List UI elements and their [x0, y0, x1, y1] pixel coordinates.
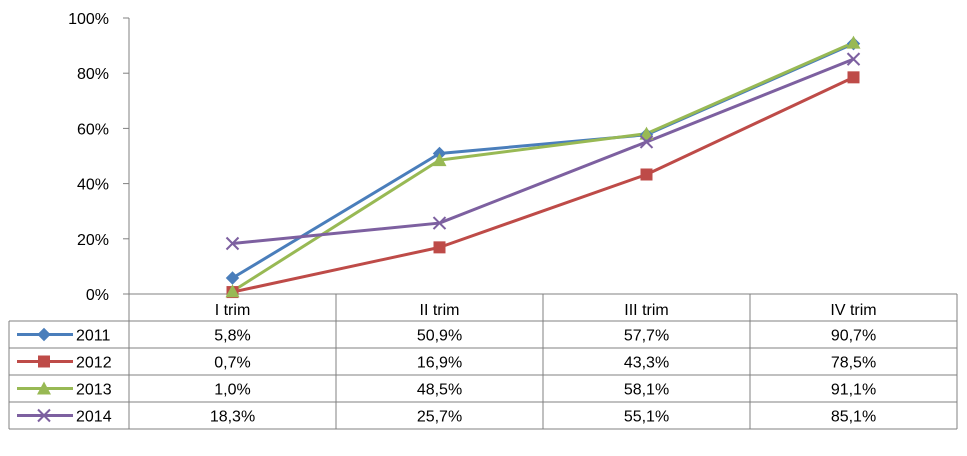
data-point-2012: [433, 241, 446, 254]
legend-label-2011: 2011: [76, 328, 111, 345]
y-tick-label: 80%: [77, 66, 109, 83]
data-point-2011: [225, 271, 240, 285]
series-line-2011: [231, 42, 855, 280]
data-point-2014: [639, 135, 654, 149]
data-point-2013: [639, 126, 654, 140]
table-cell-value: 50,9%: [417, 328, 462, 345]
series-lines: [231, 41, 855, 294]
table-cell-value: 25,7%: [417, 409, 462, 426]
data-point-2013: [225, 284, 240, 298]
table-cell-value: 91,1%: [831, 382, 876, 399]
legend-label-2012: 2012: [76, 355, 112, 372]
y-axis-ticks: 0% 20% 40% 60% 80% 100%: [68, 11, 129, 304]
legend-key-marker-2011: [37, 327, 51, 342]
data-point-2013: [846, 35, 861, 49]
y-tick-label: 20%: [77, 232, 109, 249]
data-table: I trim II trim III trim IV trim 2011 5,8% 50,9…: [8, 293, 958, 430]
table-cell-value: 48,5%: [417, 382, 462, 399]
data-point-2014: [432, 216, 447, 230]
legend-key-marker-2014: [37, 408, 51, 423]
data-point-2012: [847, 71, 860, 84]
table-cell-value: 90,7%: [831, 328, 876, 345]
y-tick-label: 100%: [68, 11, 109, 28]
legend-key-marker-2013: [37, 381, 51, 395]
series-line-2014: [232, 57, 855, 245]
table-cell-value: 85,1%: [831, 409, 876, 426]
series-line-2013: [231, 41, 855, 293]
y-tick-label: 0%: [86, 287, 109, 304]
table-cell-value: 16,9%: [417, 355, 462, 372]
table-cell-value: 5,8%: [214, 328, 250, 345]
table-cell-value: 0,7%: [214, 355, 250, 372]
data-point-2014: [846, 52, 861, 66]
y-tick-label: 40%: [77, 177, 109, 194]
legend-key-marker-2012: [38, 355, 50, 368]
legend-label-2013: 2013: [76, 382, 112, 399]
table-cell-value: 78,5%: [831, 355, 876, 372]
category-label: I trim: [215, 302, 251, 319]
data-point-2012: [640, 168, 653, 181]
legend-label-2014: 2014: [76, 409, 112, 426]
series-markers: [225, 35, 861, 299]
category-label: IV trim: [830, 302, 876, 319]
data-point-2013: [432, 153, 447, 167]
table-cell-value: 18,3%: [210, 409, 255, 426]
table-cell-value: 58,1%: [624, 382, 669, 399]
y-tick-label: 60%: [77, 121, 109, 138]
table-cell-value: 43,3%: [624, 355, 669, 372]
category-label: III trim: [624, 302, 668, 319]
series-line-2012: [232, 75, 855, 294]
data-point-2014: [225, 236, 240, 251]
table-cell-value: 55,1%: [624, 409, 669, 426]
table-cell-value: 57,7%: [624, 328, 669, 345]
table-cell-value: 1,0%: [214, 382, 250, 399]
category-label: II trim: [420, 302, 460, 319]
